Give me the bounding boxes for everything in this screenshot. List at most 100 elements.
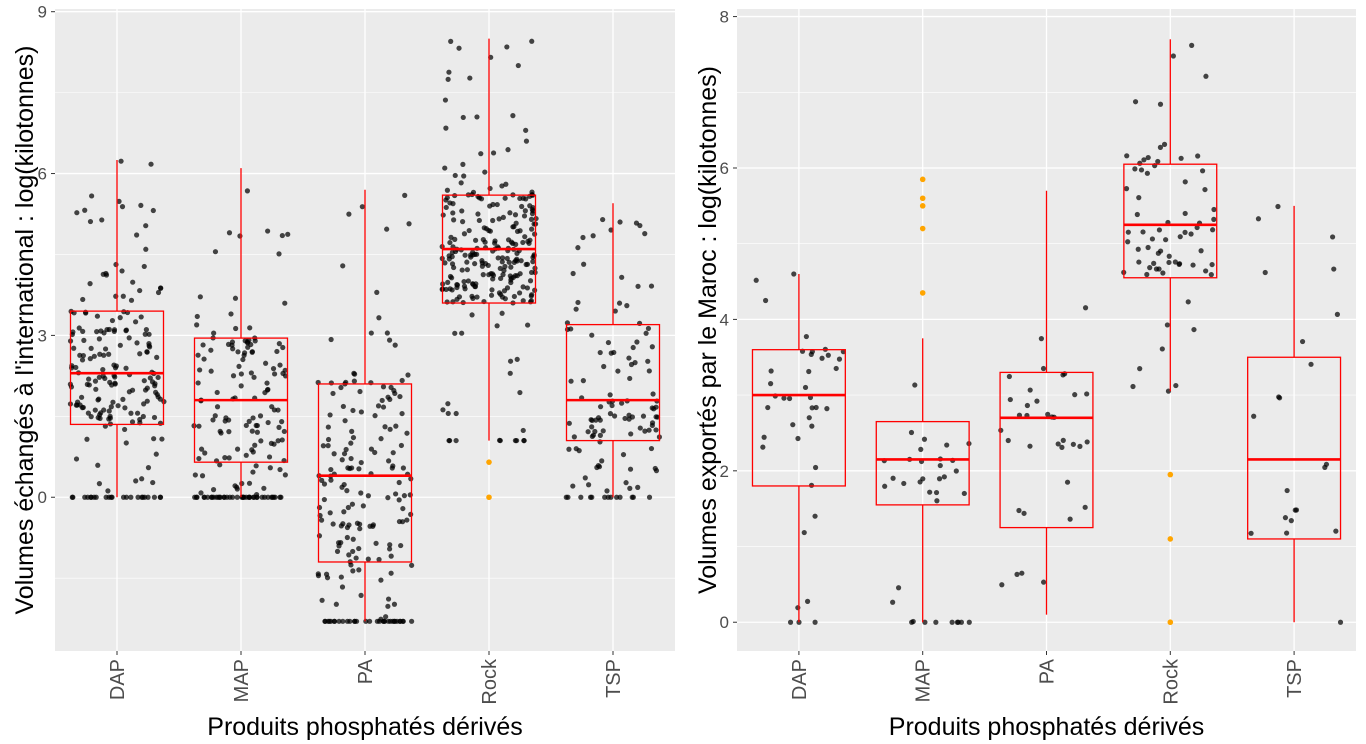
data-point [529,226,535,232]
data-point [508,277,514,283]
data-point [517,195,523,202]
data-point [96,396,102,402]
data-point [1084,439,1090,445]
data-point [1158,248,1164,254]
data-point [640,413,647,419]
data-point [82,494,88,500]
data-point [464,267,470,273]
data-point [396,497,402,503]
data-point [240,356,246,363]
data-point [1209,261,1215,268]
data-point [1136,195,1142,201]
data-point [341,509,347,515]
data-point [254,422,260,429]
data-point [386,458,392,464]
data-point [1077,443,1083,449]
data-point [1145,244,1151,251]
data-point [374,289,380,295]
x-tick-label: PA [1037,658,1059,684]
data-point [359,204,365,210]
data-point [1182,210,1188,217]
data-point [633,220,640,226]
data-point [151,436,157,442]
data-point [353,555,359,561]
data-point [1014,571,1020,577]
data-point [516,290,523,296]
data-point [277,466,283,473]
data-point [212,249,219,255]
data-point [508,264,514,270]
data-point [459,330,465,336]
data-point [523,261,529,268]
data-point [1141,157,1147,163]
data-point [370,522,376,528]
data-point [159,436,165,442]
data-point [645,325,652,332]
data-point [208,368,214,374]
data-point [1024,402,1030,409]
data-point [570,483,576,489]
data-point [494,201,500,208]
data-point [106,326,112,333]
data-point [147,375,153,381]
panel-right: 0 2 4 6 8 DAP MAP PA Rock TSP Produits phosphatés … [694,8,1356,741]
data-point [285,231,291,237]
data-point [373,540,379,546]
data-point [496,437,503,443]
y-tick-label: 4 [720,310,729,329]
data-point [241,352,247,358]
data-point [654,414,661,420]
data-point [151,494,158,500]
data-point [607,411,614,417]
y-tick-label: 3 [38,326,47,345]
data-point [263,360,269,366]
data-point [1276,394,1282,400]
data-point [265,386,271,393]
data-point [460,161,466,167]
data-point [380,618,386,624]
data-point [122,405,128,411]
x-tick-label: TSP [1284,659,1306,698]
data-point [627,466,634,472]
data-point [589,494,595,500]
data-point [628,431,634,437]
data-point [460,114,466,121]
data-point [356,567,362,573]
data-point [937,462,943,469]
data-point [110,399,116,405]
panel-left: 0 3 6 9 DAP MAP PA Rock TSP Produits phosphatés d… [11,3,675,741]
data-point [328,336,334,343]
data-point [627,375,633,382]
data-point [238,371,244,377]
data-point [1016,412,1023,418]
data-point [619,400,625,406]
data-point [211,494,217,500]
data-point [469,312,475,318]
data-point [340,263,346,269]
data-point [387,542,393,548]
data-point [1082,504,1088,510]
y-axis-title: Volumes échangés à l'international : log… [11,45,39,614]
data-point [908,429,915,436]
box-DAP [751,349,846,487]
data-point [375,403,382,409]
data-point [341,451,348,457]
data-point [529,292,535,298]
data-point [1027,443,1033,449]
data-point [339,584,346,590]
data-point [890,599,896,605]
x-tick-label: DAP [107,659,129,700]
outlier-point [919,203,926,209]
data-point [1045,411,1051,417]
data-point [1163,237,1169,243]
data-point [465,278,471,284]
data-point [392,342,398,348]
data-point [917,479,923,485]
data-point [254,429,260,435]
data-point [1211,216,1217,222]
data-point [1248,530,1254,536]
data-point [442,97,449,103]
data-point [239,480,245,487]
data-point [387,546,393,552]
data-point [1284,530,1290,536]
